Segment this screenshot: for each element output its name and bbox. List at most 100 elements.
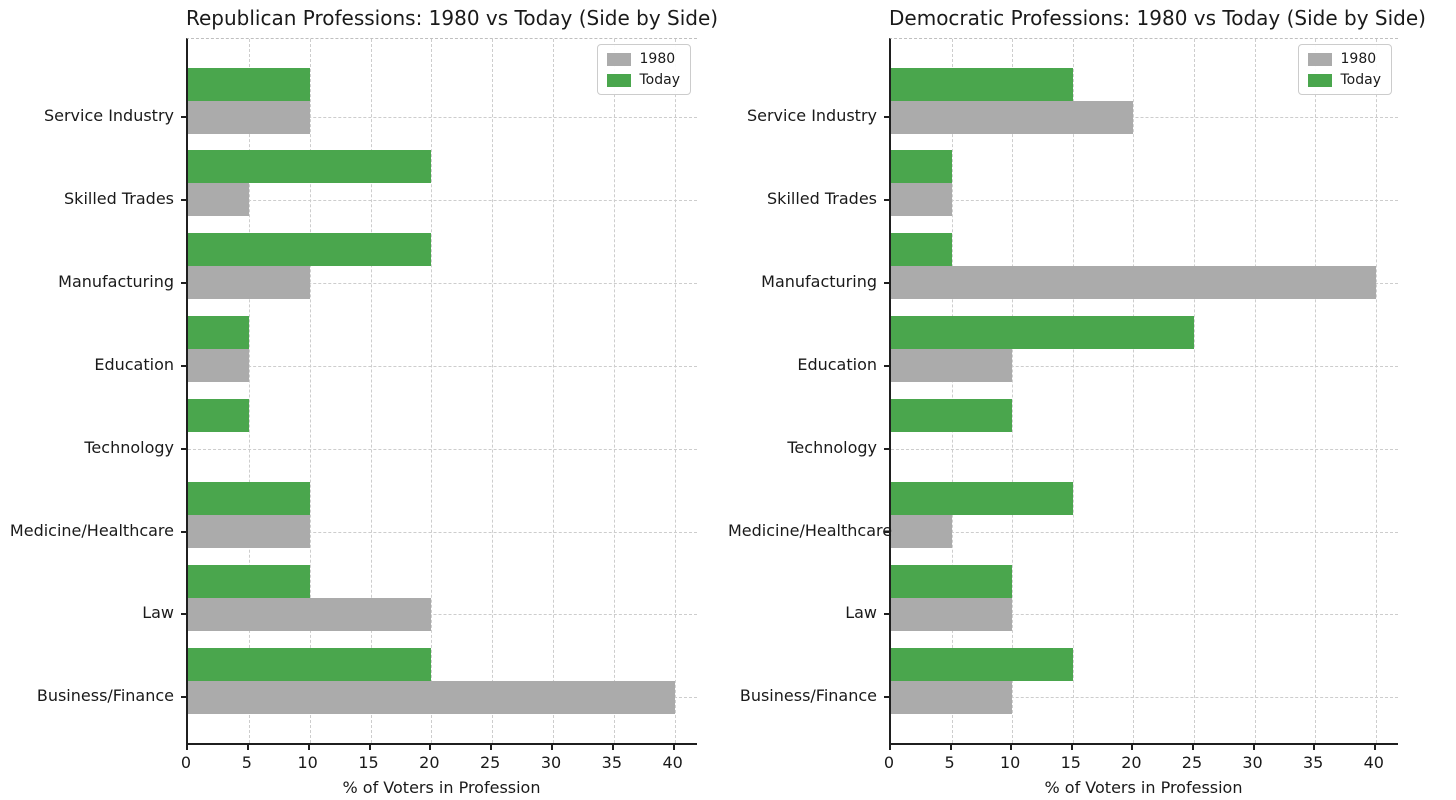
bar-today (188, 482, 310, 515)
y-tick-label: Medicine/Healthcare (728, 520, 893, 540)
legend-label-1980: 1980 (1340, 51, 1377, 67)
x-tick-mark (1252, 745, 1255, 750)
y-tick-mark (181, 530, 186, 533)
y-gridline (188, 199, 697, 201)
x-tick-mark (1313, 745, 1316, 750)
y-gridline (188, 365, 697, 367)
legend-swatch-today (606, 73, 631, 87)
legend-item-today: Today (1307, 72, 1382, 88)
bar-today (188, 150, 432, 184)
x-tick-mark (490, 745, 493, 750)
y-tick-mark (884, 364, 889, 367)
y-tick-mark (181, 447, 186, 450)
x-gridline (431, 39, 433, 743)
bar-today (891, 233, 952, 267)
y-tick-label: Law (142, 603, 174, 623)
x-tick-mark (307, 745, 310, 750)
x-gridline (674, 39, 676, 743)
x-tick-label: 20 (419, 753, 440, 772)
bar-today (891, 150, 952, 184)
bar-1980 (188, 515, 310, 548)
x-gridline (1012, 39, 1014, 743)
x-tick-label: 5 (944, 753, 955, 772)
y-tick-mark (181, 696, 186, 699)
x-tick-mark (368, 745, 371, 750)
plot-area-democratic: 1980 Today (889, 38, 1398, 745)
y-tick-label: Business/Finance (739, 686, 877, 706)
y-tick-mark (884, 198, 889, 201)
legend-swatch-1980 (1307, 52, 1332, 66)
legend-item-1980: 1980 (1307, 51, 1382, 67)
x-gridline (492, 39, 494, 743)
y-tick-mark (181, 613, 186, 616)
x-gridline (553, 39, 554, 743)
x-tick-label: 25 (479, 753, 501, 772)
x-tick-label: 35 (1302, 753, 1324, 772)
bar-today (891, 399, 1013, 433)
bar-1980 (891, 266, 1376, 300)
chart-democratic: Democratic Professions: 1980 vs Today (S… (728, 0, 1456, 800)
bar-today (188, 316, 249, 350)
bar-1980 (891, 597, 1013, 631)
y-tick-mark (181, 281, 186, 284)
x-gridline (1315, 39, 1317, 743)
legend-item-today: Today (606, 73, 680, 87)
x-gridline (248, 39, 250, 743)
bar-1980 (188, 349, 249, 383)
x-tick-mark (1070, 745, 1073, 750)
x-tick-mark (1131, 745, 1134, 750)
y-tick-label: Manufacturing (58, 271, 174, 291)
y-gridline (188, 448, 697, 450)
bar-1980 (891, 349, 1013, 383)
x-tick-label: 40 (662, 753, 683, 772)
legend-label-today: Today (1340, 72, 1382, 88)
y-gridline (891, 199, 1398, 201)
x-gridline (951, 39, 953, 743)
bar-1980 (188, 183, 249, 217)
x-axis-label: % of Voters in Profession (342, 778, 541, 797)
y-gridline (891, 448, 1398, 450)
legend-swatch-today (1307, 73, 1332, 87)
y-tick-mark (884, 116, 889, 118)
y-tick-label: Education (797, 354, 877, 374)
chart-republican: Republican Professions: 1980 vs Today (S… (10, 6, 718, 797)
x-gridline (309, 39, 311, 743)
x-tick-label: 30 (540, 753, 562, 772)
bar-today (188, 233, 432, 267)
y-tick-label: Manufacturing (761, 271, 877, 291)
x-tick-label: 25 (1181, 753, 1203, 772)
x-gridline (370, 39, 372, 743)
y-gridline (891, 365, 1398, 367)
legend-item-1980: 1980 (606, 52, 681, 66)
y-tick-mark (884, 613, 889, 616)
x-tick-mark (551, 745, 553, 750)
bar-today (891, 647, 1073, 681)
y-tick-label: Service Industry (43, 106, 174, 125)
y-tick-mark (884, 696, 889, 699)
x-tick-mark (429, 745, 432, 750)
bar-today (188, 399, 249, 433)
y-tick-label: Skilled Trades (64, 188, 174, 208)
y-gridline (891, 614, 1398, 616)
y-tick-mark (884, 530, 889, 533)
y-tick-label: Skilled Trades (767, 188, 877, 208)
x-tick-mark (949, 745, 952, 750)
x-tick-label: 5 (241, 753, 252, 772)
x-gridline (1072, 39, 1074, 743)
y-tick-mark (884, 447, 889, 450)
legend: 1980 Today (1297, 44, 1392, 95)
x-gridline (1254, 39, 1256, 743)
x-tick-mark (246, 745, 249, 750)
bar-today (188, 67, 310, 101)
y-gridline (891, 697, 1398, 699)
bar-1980 (188, 100, 310, 134)
y-gridline (188, 531, 697, 533)
x-tick-mark (1191, 745, 1194, 750)
x-tick-mark (1373, 745, 1376, 750)
x-tick-label: 20 (1121, 753, 1142, 772)
x-tick-mark (186, 745, 188, 750)
plot-area-republican: 1980 Today (186, 38, 697, 745)
bar-1980 (188, 266, 310, 300)
x-tick-label: 10 (297, 753, 318, 772)
x-gridline (1193, 39, 1195, 743)
